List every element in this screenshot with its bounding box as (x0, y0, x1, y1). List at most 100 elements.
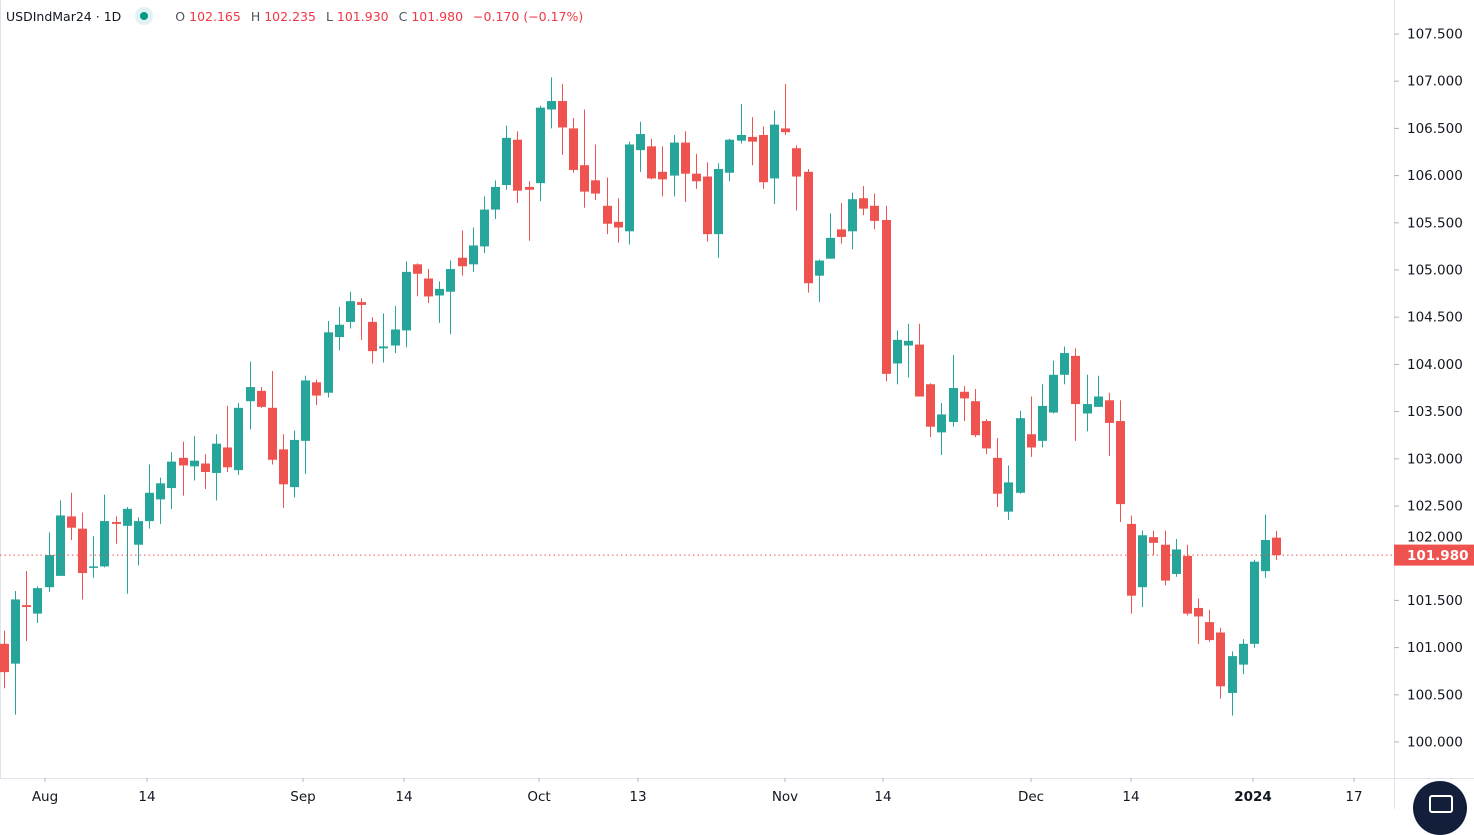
candle-body-up[interactable] (156, 483, 165, 500)
candle-body-up[interactable] (56, 515, 65, 576)
candle-body-down[interactable] (67, 516, 76, 528)
candle-body-down[interactable] (525, 186, 534, 190)
chat-button[interactable] (1413, 781, 1467, 835)
candle-body-down[interactable] (971, 401, 980, 436)
candle-body-down[interactable] (1116, 421, 1125, 505)
candle-body-up[interactable] (1250, 561, 1259, 644)
candle-body-up[interactable] (1049, 374, 1058, 413)
candle-body-down[interactable] (859, 198, 868, 209)
candle-body-down[interactable] (0, 643, 9, 673)
candle-body-up[interactable] (446, 269, 455, 292)
candle-body-up[interactable] (212, 443, 221, 473)
candle-body-up[interactable] (536, 107, 545, 184)
candle-body-up[interactable] (893, 339, 902, 364)
candle-body-up[interactable] (402, 271, 411, 331)
candle-body-down[interactable] (993, 457, 1002, 494)
candle-body-up[interactable] (1172, 549, 1181, 574)
candle-body-up[interactable] (167, 461, 176, 489)
candle-body-up[interactable] (480, 209, 489, 247)
candle-body-up[interactable] (190, 460, 199, 467)
candle-body-down[interactable] (424, 278, 433, 297)
candle-body-down[interactable] (692, 173, 701, 182)
market-status-dot-icon[interactable] (135, 7, 154, 25)
candle-body-down[interactable] (1071, 355, 1080, 405)
candle-body-down[interactable] (882, 219, 891, 374)
candle-body-down[interactable] (837, 229, 846, 237)
candle-body-up[interactable] (770, 124, 779, 179)
candle-body-down[interactable] (759, 135, 768, 183)
candle-body-up[interactable] (335, 324, 344, 338)
candle-body-up[interactable] (123, 508, 132, 526)
candle-body-down[interactable] (926, 384, 935, 427)
candle-body-up[interactable] (1060, 353, 1069, 375)
candle-body-down[interactable] (870, 205, 879, 221)
candle-body-down[interactable] (1272, 537, 1281, 556)
candle-body-down[interactable] (268, 407, 277, 460)
candle-body-down[interactable] (748, 136, 757, 142)
candle-body-down[interactable] (1149, 537, 1158, 543)
candle-body-up[interactable] (949, 388, 958, 422)
candle-body-down[interactable] (591, 180, 600, 194)
candle-body-up[interactable] (1239, 643, 1248, 665)
candle-body-up[interactable] (45, 555, 54, 588)
candle-body-down[interactable] (1183, 556, 1192, 614)
candle-body-up[interactable] (246, 387, 255, 402)
candle-body-up[interactable] (937, 414, 946, 433)
candle-body-up[interactable] (33, 588, 42, 614)
candle-body-down[interactable] (368, 321, 377, 352)
candle-body-down[interactable] (558, 101, 567, 128)
candle-body-up[interactable] (391, 329, 400, 346)
candle-body-up[interactable] (1083, 404, 1092, 414)
candle-body-down[interactable] (1194, 607, 1203, 617)
candle-body-up[interactable] (234, 407, 243, 471)
time-scale[interactable] (0, 779, 1394, 809)
candlestick-chart[interactable]: 100.000 100.500 101.000 101.500 102.000 102.5… (0, 0, 1474, 809)
candle-body-up[interactable] (725, 139, 734, 173)
candle-body-down[interactable] (781, 128, 790, 133)
candle-body-up[interactable] (547, 101, 556, 110)
candle-body-down[interactable] (804, 171, 813, 284)
price-scale[interactable] (1395, 0, 1474, 778)
candle-body-up[interactable] (636, 134, 645, 151)
candle-body-up[interactable] (134, 521, 143, 545)
candle-body-down[interactable] (1161, 544, 1170, 581)
candle-body-down[interactable] (658, 171, 667, 180)
candle-body-up[interactable] (324, 332, 333, 393)
candle-body-up[interactable] (435, 288, 444, 296)
candle-body-up[interactable] (1004, 482, 1013, 512)
symbol-title[interactable]: USDIndMar24 · 1D (6, 8, 122, 24)
candle-body-down[interactable] (179, 457, 188, 466)
candle-body-down[interactable] (201, 463, 210, 473)
candle-body-down[interactable] (312, 382, 321, 396)
candle-body-up[interactable] (815, 260, 824, 276)
candle-body-up[interactable] (491, 186, 500, 210)
candle-body-down[interactable] (78, 528, 87, 574)
candle-body-down[interactable] (257, 390, 266, 407)
candle-body-up[interactable] (848, 199, 857, 232)
candle-body-up[interactable] (301, 380, 310, 441)
candle-body-up[interactable] (737, 135, 746, 141)
candle-body-down[interactable] (569, 128, 578, 170)
candle-body-down[interactable] (614, 221, 623, 228)
candle-body-up[interactable] (502, 137, 511, 186)
candle-body-down[interactable] (223, 447, 232, 468)
candle-body-down[interactable] (703, 176, 712, 235)
candle-body-up[interactable] (469, 245, 478, 265)
candle-body-down[interactable] (413, 264, 422, 274)
candle-body-down[interactable] (960, 391, 969, 399)
candle-body-down[interactable] (112, 522, 121, 524)
candle-body-down[interactable] (792, 148, 801, 177)
candle-body-up[interactable] (1228, 656, 1237, 693)
candle-body-up[interactable] (670, 142, 679, 176)
candle-body-down[interactable] (1027, 434, 1036, 448)
candle-body-down[interactable] (647, 146, 656, 179)
candle-body-up[interactable] (904, 340, 913, 346)
candle-body-down[interactable] (513, 139, 522, 191)
candle-body-down[interactable] (357, 302, 366, 305)
candle-body-down[interactable] (580, 165, 589, 192)
candle-body-down[interactable] (1105, 400, 1114, 423)
candle-body-down[interactable] (458, 257, 467, 267)
candle-body-down[interactable] (1127, 523, 1136, 596)
candle-body-up[interactable] (145, 492, 154, 522)
candle-body-down[interactable] (1205, 622, 1214, 641)
